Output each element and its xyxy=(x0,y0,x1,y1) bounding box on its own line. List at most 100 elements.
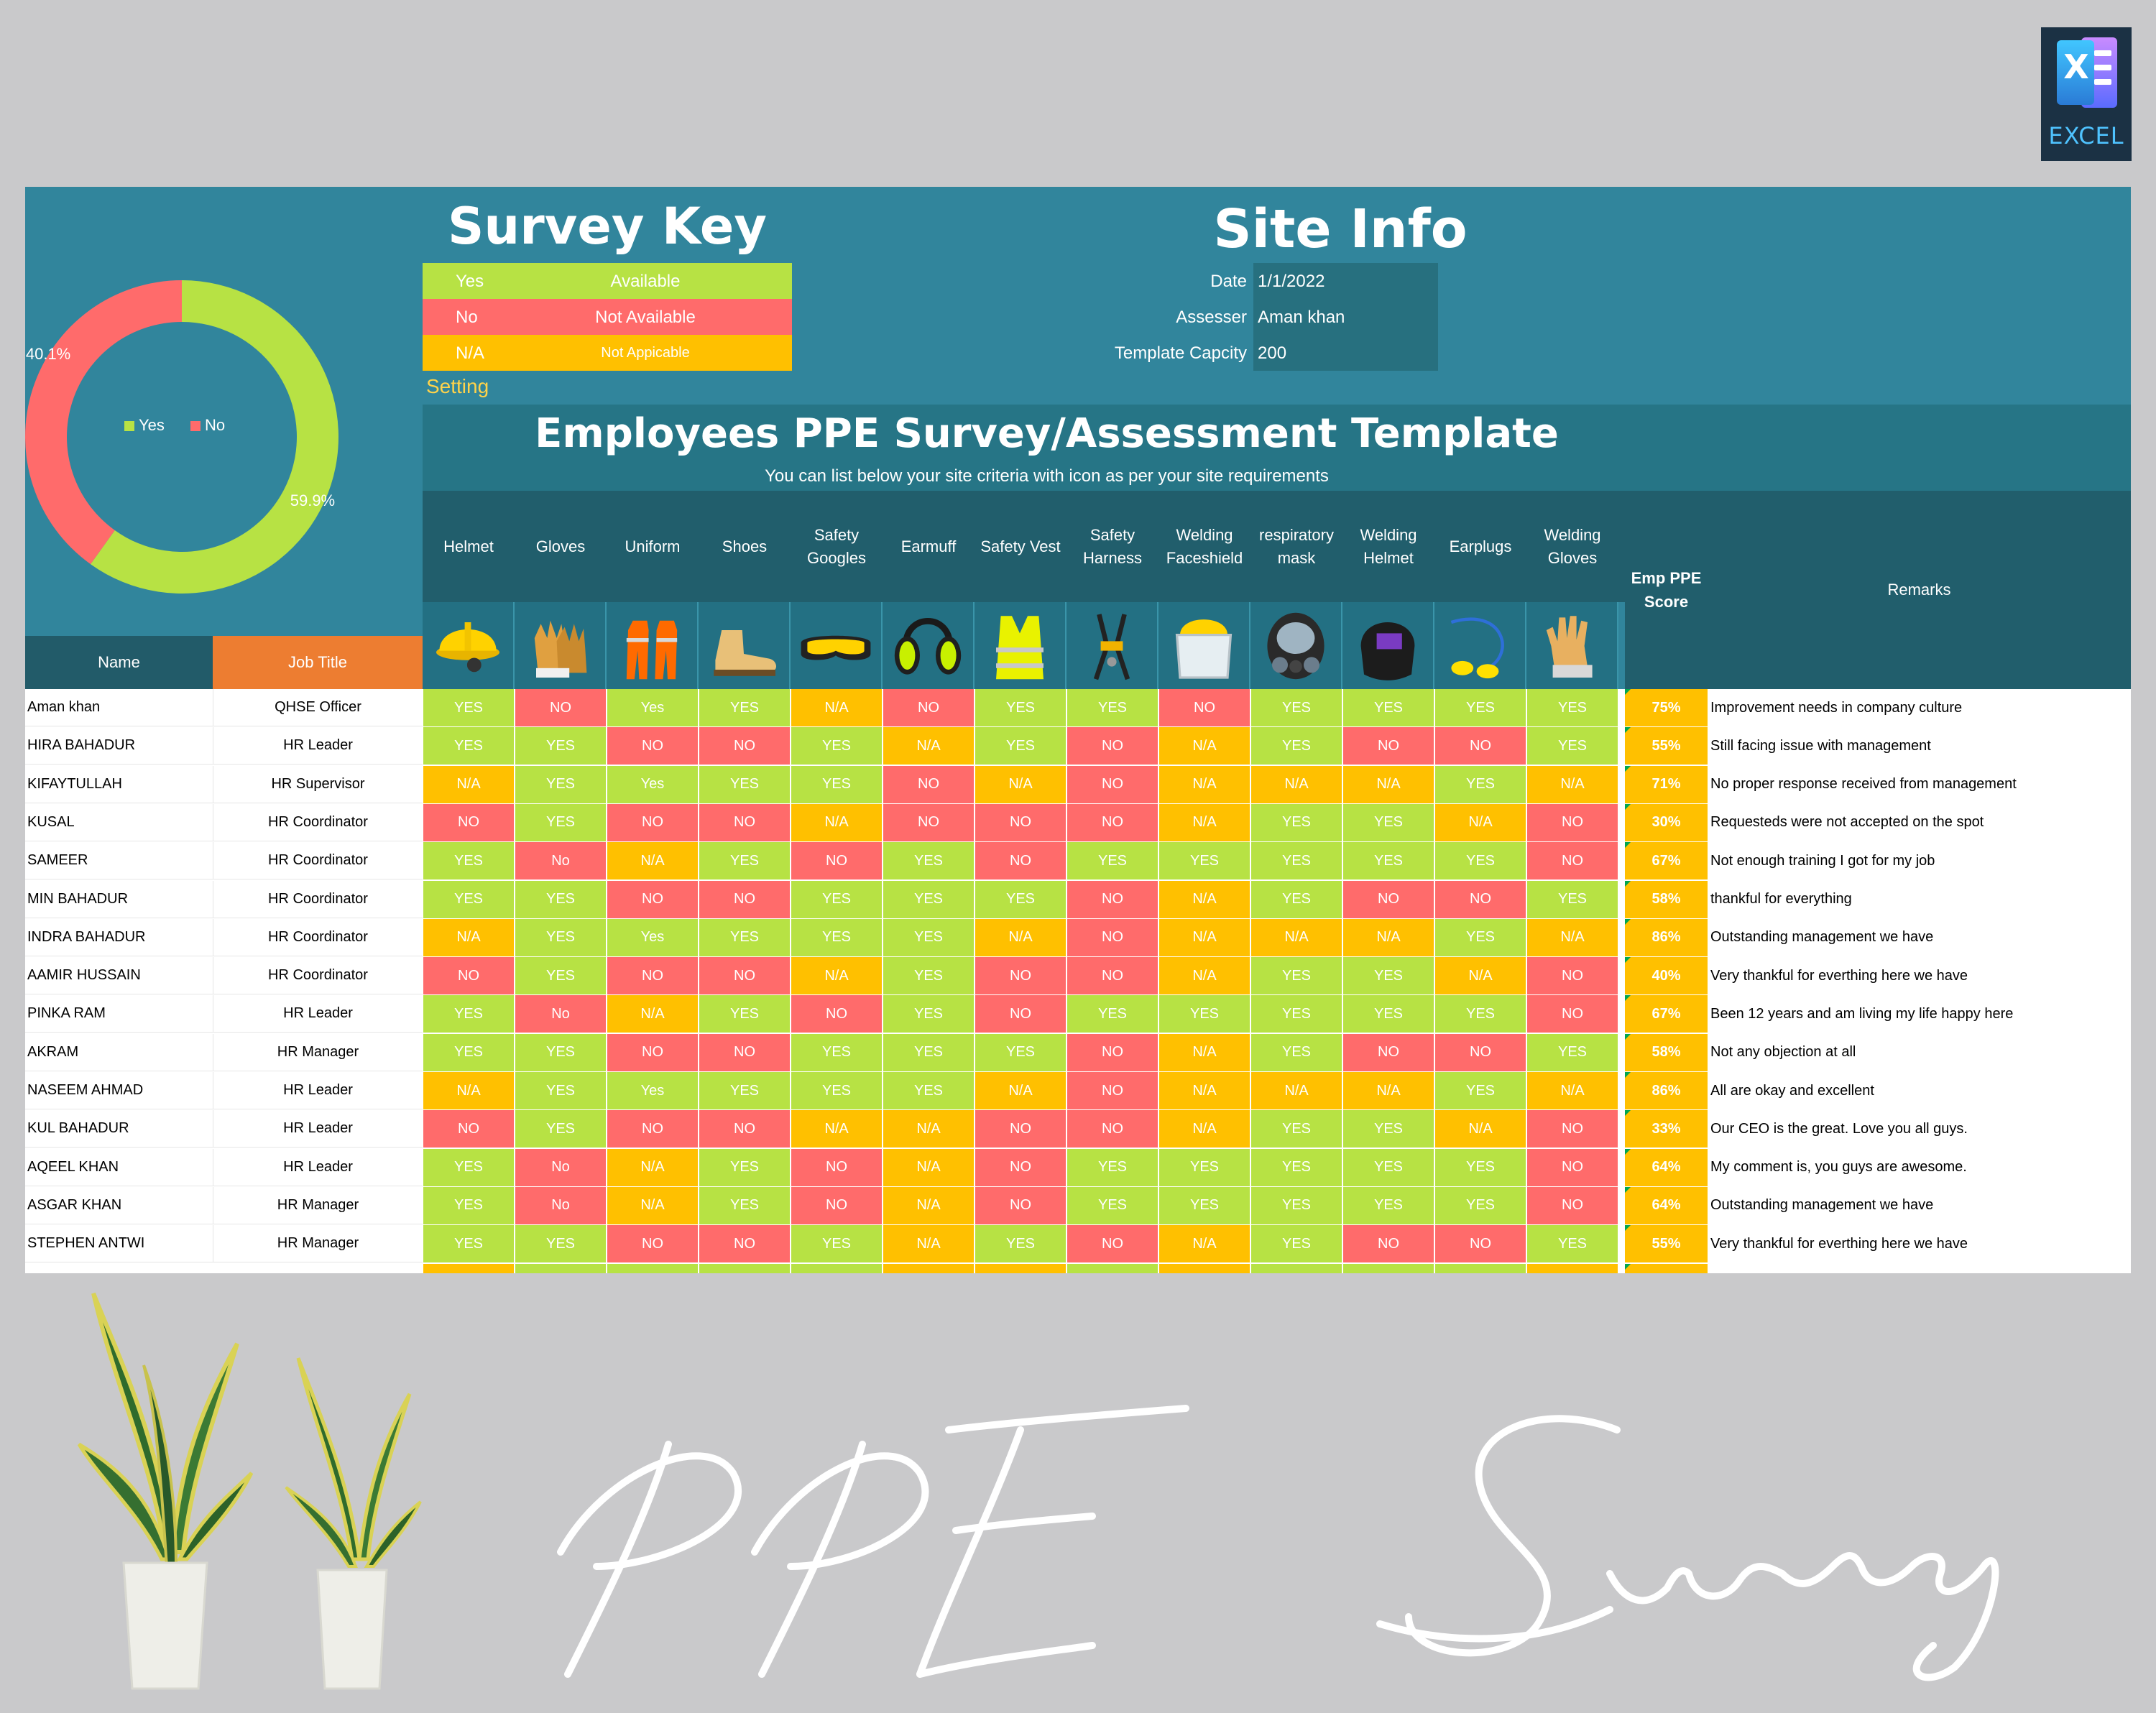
job-title-cell[interactable]: HR Manager xyxy=(213,1033,423,1071)
employee-name[interactable]: MIN BAHADUR xyxy=(25,881,213,918)
job-title-cell[interactable]: HR Coordinator xyxy=(213,803,423,841)
job-title-cell[interactable]: HR Leader xyxy=(213,1072,423,1109)
answer-cell[interactable]: N/A xyxy=(607,842,698,880)
answer-cell[interactable]: YES xyxy=(699,1148,790,1186)
answer-cell[interactable] xyxy=(975,1263,1066,1273)
answer-cell[interactable] xyxy=(1435,1263,1526,1273)
answer-cell[interactable]: YES xyxy=(1251,689,1342,726)
answer-cell[interactable]: YES xyxy=(791,1072,882,1109)
answer-cell[interactable]: YES xyxy=(515,1033,606,1071)
answer-cell[interactable]: NO xyxy=(423,803,514,841)
remark-cell[interactable]: Improvement needs in company culture xyxy=(1710,699,1963,716)
answer-cell[interactable]: N/A xyxy=(883,1225,974,1263)
answer-cell[interactable]: YES xyxy=(423,880,514,918)
answer-cell[interactable]: YES xyxy=(1159,995,1250,1033)
answer-cell[interactable]: NO xyxy=(1067,1033,1158,1071)
answer-cell[interactable]: YES xyxy=(791,727,882,765)
answer-cell[interactable]: YES xyxy=(1159,842,1250,880)
remark-cell[interactable]: Not any objection at all xyxy=(1710,1044,1856,1061)
answer-cell[interactable]: N/A xyxy=(423,918,514,956)
answer-cell[interactable]: YES xyxy=(791,918,882,956)
answer-cell[interactable]: NO xyxy=(1527,1186,1618,1224)
answer-cell[interactable]: NO xyxy=(699,1225,790,1263)
answer-cell[interactable]: YES xyxy=(515,1110,606,1148)
answer-cell[interactable]: NO xyxy=(883,803,974,841)
answer-cell[interactable]: YES xyxy=(883,995,974,1033)
answer-cell[interactable]: YES xyxy=(1251,842,1342,880)
answer-cell[interactable]: NO xyxy=(1067,1072,1158,1109)
answer-cell[interactable]: N/A xyxy=(975,765,1066,803)
answer-cell[interactable]: YES xyxy=(1343,803,1434,841)
answer-cell[interactable]: NO xyxy=(699,1033,790,1071)
answer-cell[interactable]: NO xyxy=(1067,1110,1158,1148)
answer-cell[interactable]: YES xyxy=(1527,727,1618,765)
answer-cell[interactable]: YES xyxy=(1251,1033,1342,1071)
answer-cell[interactable]: YES xyxy=(1343,1110,1434,1148)
remark-cell[interactable]: Outstanding management we have xyxy=(1710,1197,1934,1214)
job-title-cell[interactable]: HR Manager xyxy=(213,1225,423,1263)
answer-cell[interactable]: NO xyxy=(1527,1148,1618,1186)
employee-name[interactable]: Aman khan xyxy=(25,689,213,726)
answer-cell[interactable]: No xyxy=(515,842,606,880)
answer-cell[interactable]: NO xyxy=(975,1186,1066,1224)
answer-cell[interactable]: No xyxy=(515,1186,606,1224)
answer-cell[interactable]: NO xyxy=(975,1110,1066,1148)
answer-cell[interactable]: YES xyxy=(515,765,606,803)
answer-cell[interactable]: N/A xyxy=(883,727,974,765)
job-title-cell[interactable]: HR Leader xyxy=(213,1110,423,1148)
answer-cell[interactable]: N/A xyxy=(1527,918,1618,956)
answer-cell[interactable]: NO xyxy=(1435,880,1526,918)
job-title-cell[interactable]: HR Leader xyxy=(213,1148,423,1186)
answer-cell[interactable]: N/A xyxy=(1159,765,1250,803)
answer-cell[interactable]: YES xyxy=(515,803,606,841)
answer-cell[interactable]: YES xyxy=(1251,803,1342,841)
job-title-cell[interactable]: HR Coordinator xyxy=(213,957,423,995)
answer-cell[interactable]: NO xyxy=(699,957,790,995)
answer-cell[interactable]: N/A xyxy=(975,918,1066,956)
answer-cell[interactable]: N/A xyxy=(1159,880,1250,918)
answer-cell[interactable]: YES xyxy=(423,1186,514,1224)
answer-cell[interactable]: NO xyxy=(423,957,514,995)
employee-name[interactable]: HIRA BAHADUR xyxy=(25,727,213,765)
answer-cell[interactable]: YES xyxy=(699,689,790,726)
assesser-value[interactable]: Aman khan xyxy=(1258,308,1345,327)
answer-cell[interactable]: YES xyxy=(515,1225,606,1263)
answer-cell[interactable]: N/A xyxy=(975,1072,1066,1109)
answer-cell[interactable]: NO xyxy=(1067,918,1158,956)
answer-cell[interactable]: NO xyxy=(975,957,1066,995)
answer-cell[interactable]: N/A xyxy=(883,1148,974,1186)
answer-cell[interactable]: YES xyxy=(883,1033,974,1071)
answer-cell[interactable]: YES xyxy=(699,1072,790,1109)
answer-cell[interactable] xyxy=(791,1263,882,1273)
job-title-cell[interactable]: HR Supervisor xyxy=(213,765,423,803)
answer-cell[interactable]: NO xyxy=(1067,957,1158,995)
employee-name[interactable]: INDRA BAHADUR xyxy=(25,919,213,956)
answer-cell[interactable]: N/A xyxy=(423,765,514,803)
answer-cell[interactable]: N/A xyxy=(1159,957,1250,995)
answer-cell[interactable]: NO xyxy=(699,803,790,841)
answer-cell[interactable]: N/A xyxy=(1435,1110,1526,1148)
answer-cell[interactable] xyxy=(607,1263,698,1273)
answer-cell[interactable]: YES xyxy=(883,880,974,918)
answer-cell[interactable]: N/A xyxy=(607,1186,698,1224)
employee-name[interactable]: SAMEER xyxy=(25,842,213,880)
remark-cell[interactable]: Outstanding management we have xyxy=(1710,929,1934,946)
answer-cell[interactable]: N/A xyxy=(1159,918,1250,956)
answer-cell[interactable]: YES xyxy=(1343,689,1434,726)
answer-cell[interactable]: NO xyxy=(1343,1033,1434,1071)
answer-cell[interactable]: YES xyxy=(1435,918,1526,956)
answer-cell[interactable]: YES xyxy=(1343,1186,1434,1224)
setting-link[interactable]: Setting xyxy=(426,375,489,397)
job-title-cell[interactable]: HR Leader xyxy=(213,727,423,765)
answer-cell[interactable]: YES xyxy=(699,995,790,1033)
remark-cell[interactable]: Not enough training I got for my job xyxy=(1710,852,1935,869)
answer-cell[interactable] xyxy=(699,1263,790,1273)
answer-cell[interactable]: NO xyxy=(791,1148,882,1186)
answer-cell[interactable]: YES xyxy=(699,765,790,803)
answer-cell[interactable]: YES xyxy=(1527,1033,1618,1071)
employee-name[interactable]: STEPHEN ANTWI xyxy=(25,1225,213,1263)
answer-cell[interactable]: No xyxy=(515,1148,606,1186)
employee-name[interactable]: NASEEM AHMAD xyxy=(25,1072,213,1109)
answer-cell[interactable]: NO xyxy=(607,727,698,765)
answer-cell[interactable] xyxy=(423,1263,514,1273)
